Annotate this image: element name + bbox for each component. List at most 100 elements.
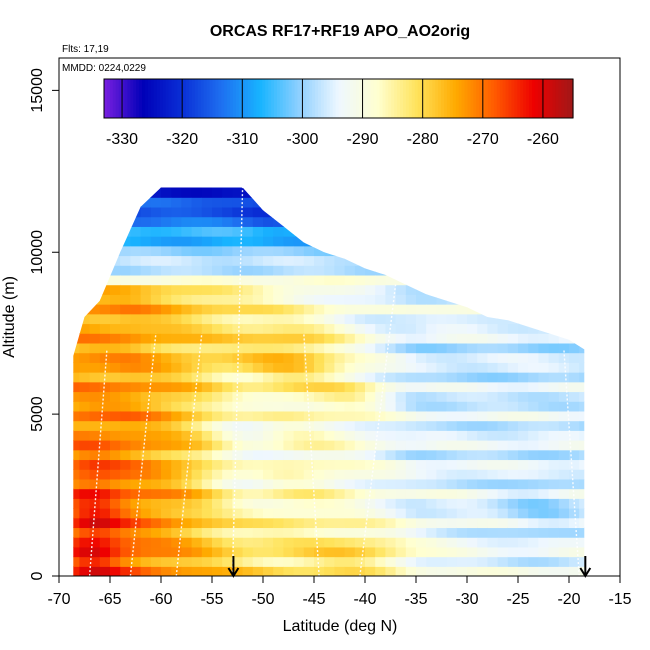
heatmap-cell (242, 469, 254, 480)
heatmap-cell (150, 430, 162, 441)
heatmap-cell (191, 440, 203, 451)
x-tick-label: -60 (149, 591, 172, 608)
heatmap-cell (73, 236, 80, 247)
heatmap-cell (242, 323, 254, 334)
heatmap-cell (507, 372, 519, 383)
heatmap-cell (212, 197, 223, 208)
heatmap-cell (130, 546, 142, 558)
heatmap-cell (150, 342, 162, 354)
heatmap-cell (252, 508, 264, 519)
heatmap-cell (344, 440, 356, 451)
heatmap-cell (89, 187, 101, 198)
heatmap-cell (548, 255, 560, 266)
heatmap-cell (497, 449, 509, 461)
heatmap-cell (242, 333, 254, 344)
heatmap-cell (293, 420, 305, 431)
heatmap-cell (79, 508, 91, 519)
heatmap-cell (416, 284, 427, 295)
heatmap-cell (569, 556, 580, 567)
heatmap-cell (538, 381, 550, 393)
heatmap-cell (558, 381, 570, 393)
heatmap-cell (558, 420, 570, 431)
heatmap-cell (232, 488, 244, 499)
colorbar-segment (285, 79, 290, 118)
heatmap-cell (467, 410, 478, 422)
heatmap-cell (375, 566, 386, 576)
heatmap-cell (518, 469, 529, 480)
heatmap-cell (99, 527, 111, 538)
heatmap-cell (497, 187, 509, 198)
heatmap-cell (303, 294, 315, 305)
heatmap-cell (212, 313, 223, 325)
heatmap-cell (365, 391, 376, 402)
heatmap-cell (99, 245, 111, 257)
flight-profile (129, 333, 157, 577)
flight-profile (563, 349, 580, 577)
colorbar-segment (394, 79, 398, 118)
heatmap-cell (150, 459, 162, 470)
heatmap-cell (385, 216, 397, 227)
heatmap-cell (365, 274, 376, 286)
colorbar-segment (370, 79, 375, 118)
heatmap-cell (140, 236, 152, 247)
heatmap-cell (201, 294, 213, 305)
heatmap-cell (99, 342, 111, 354)
heatmap-cell (79, 372, 91, 383)
heatmap-cell (181, 197, 193, 208)
heatmap-cell (375, 449, 386, 461)
heatmap-cell (416, 197, 427, 208)
heatmap-cell (558, 333, 570, 344)
heatmap-cell (548, 381, 560, 393)
heatmap-cell (354, 517, 366, 529)
heatmap-cell (110, 265, 121, 276)
heatmap-cell (569, 537, 580, 548)
colorbar-segment (294, 79, 299, 118)
heatmap-cell (140, 274, 152, 286)
heatmap-cell (579, 333, 585, 344)
heatmap-cell (212, 342, 223, 354)
heatmap-cell (120, 498, 131, 509)
heatmap-cell (558, 508, 570, 519)
heatmap-cell (79, 420, 91, 431)
heatmap-cell (477, 498, 488, 509)
heatmap-cell (252, 313, 264, 325)
heatmap-cell (120, 342, 131, 354)
heatmap-cell (487, 236, 499, 247)
heatmap-cell (487, 546, 499, 558)
heatmap-cell (385, 391, 397, 402)
heatmap-cell (579, 449, 585, 461)
heatmap-cell (181, 498, 193, 509)
heatmap-cell (252, 420, 264, 431)
heatmap-cell (140, 430, 152, 441)
heatmap-cell (161, 274, 172, 286)
heatmap-cell (242, 449, 254, 461)
heatmap-cell (222, 401, 233, 412)
heatmap-cell (99, 517, 111, 529)
heatmap-cell (528, 362, 539, 373)
heatmap-cell (252, 469, 264, 480)
colorbar-segment (153, 79, 158, 118)
heatmap-cell (477, 352, 488, 363)
heatmap-cell (467, 197, 478, 208)
heatmap-cell (538, 245, 550, 257)
heatmap-cell (354, 372, 366, 383)
heatmap-cell (467, 381, 478, 393)
heatmap-cell (110, 226, 121, 237)
heatmap-cell (518, 187, 529, 198)
heatmap-cell (538, 508, 550, 519)
heatmap-cell (161, 430, 172, 441)
heatmap-cell (548, 410, 560, 422)
heatmap-cell (171, 459, 182, 470)
heatmap-cell (324, 372, 335, 383)
heatmap-cell (252, 226, 264, 237)
heatmap-cell (456, 469, 468, 480)
heatmap-cell (334, 352, 346, 363)
heatmap-cell (497, 333, 509, 344)
heatmap-cell (89, 469, 101, 480)
heatmap-cell (518, 478, 529, 490)
heatmap-cell (558, 226, 570, 237)
heatmap-cell (273, 372, 284, 383)
heatmap-cell (528, 323, 539, 334)
heatmap-cell (385, 206, 397, 218)
heatmap-cell (150, 362, 162, 373)
